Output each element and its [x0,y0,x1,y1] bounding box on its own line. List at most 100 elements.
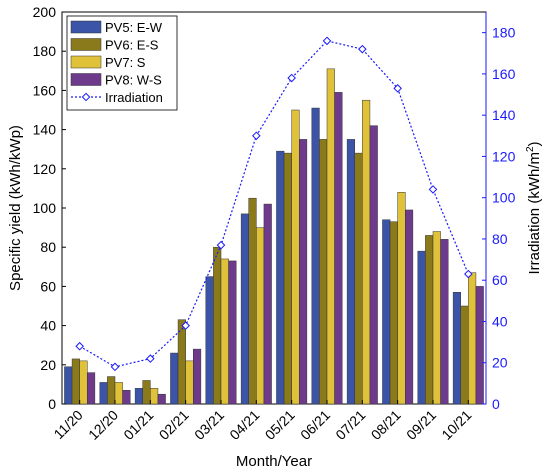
bar-pv5-e-w-01-21 [134,388,143,405]
bar-pv6-e-s-05-21 [283,152,292,405]
y-tick-label: 80 [40,239,56,255]
bars-layer [64,68,484,405]
y2-tick-label: 40 [492,313,508,329]
legend-label-pv8-w-s: PV8: W-S [105,73,162,88]
bar-pv5-e-w-10-21 [452,292,461,405]
irradiation-marker-04-21 [252,131,261,141]
bar-pv7-s-12-20 [114,382,123,405]
legend-items: PV5: E-W PV6: E-S PV7: S PV8: W-S Irradiatio… [70,20,163,105]
bar-pv8-w-s-10-21 [475,286,484,405]
legend-swatch-pv5-e-w [70,20,102,34]
y-tick-label: 180 [33,43,57,59]
bar-pv7-s-09-21 [432,231,441,405]
bar-pv5-e-w-12-20 [99,382,108,405]
bar-pv6-e-s-09-21 [425,235,434,405]
bar-pv6-e-s-03-21 [213,246,222,405]
y-tick-label: 0 [48,396,56,412]
y2-axis-title-sup: 2 [525,146,536,152]
y2-tick-label: 20 [492,355,508,371]
bar-pv7-s-11-20 [79,360,88,405]
bar-pv7-s-08-21 [397,192,406,405]
bar-pv8-w-s-03-21 [228,260,237,405]
y-tick-label: 200 [33,4,57,20]
y-axis-title: Specific yield (kWh/kWp) [7,125,24,291]
y-tick-label: 140 [33,122,57,138]
y-tick-label: 160 [33,82,57,98]
legend-swatch-pv8-w-s [70,73,102,86]
x-axis-ticks: 11/20 12/20 01/21 02/21 03/21 04/21 05/21 06/21… [50,400,475,443]
x-tick-label: 03/21 [191,407,227,443]
irradiation-marker-12-20 [110,362,120,372]
bar-pv5-e-w-05-21 [276,150,285,405]
bar-pv6-e-s-08-21 [389,221,398,405]
y2-tick-label: 120 [492,148,516,164]
y-tick-label: 100 [33,200,57,216]
bar-pv5-e-w-08-21 [382,219,391,405]
bar-pv6-e-s-04-21 [248,197,257,405]
y-tick-label: 20 [40,357,56,373]
y2-axis-title-end: ) [526,141,543,146]
bar-pv8-w-s-01-21 [157,393,166,405]
bar-pv7-s-02-21 [185,360,194,405]
y-tick-label: 40 [40,318,56,334]
bar-pv6-e-s-07-21 [354,152,363,405]
bar-pv7-s-10-21 [468,272,477,405]
irradiation-marker-02-21 [181,321,190,330]
y2-tick-label: 60 [492,272,508,288]
y2-tick-label: 80 [492,231,508,247]
bar-pv8-w-s-04-21 [263,203,272,405]
bar-pv6-e-s-01-21 [142,380,151,405]
y2-axis-title-main: Irradiation (kWh/m [526,152,543,275]
left-axis-ticks: 0 20 40 60 80 100 120 140 160 180 200 [33,4,66,412]
bar-pv6-e-s-12-20 [107,376,116,405]
y2-tick-label: 140 [492,107,516,123]
x-tick-label: 04/21 [226,407,262,443]
irradiation-marker-06-21 [322,36,332,46]
x-tick-label: 07/21 [332,407,368,443]
x-tick-label: 01/21 [120,407,156,443]
bar-pv8-w-s-09-21 [440,239,449,405]
y-tick-label: 120 [33,161,57,177]
bar-pv6-e-s-11-20 [71,358,80,405]
bar-pv8-w-s-12-20 [122,390,131,405]
legend-label-pv5-e-w: PV5: E-W [105,20,163,35]
bar-pv6-e-s-06-21 [319,139,328,405]
bar-pv8-w-s-06-21 [334,92,343,405]
bar-pv7-s-07-21 [362,99,371,405]
irradiation-line-layer [75,36,473,372]
x-tick-label: 02/21 [156,407,192,443]
x-tick-label: 10/21 [438,407,474,443]
bar-pv7-s-05-21 [291,109,300,405]
x-tick-label: 09/21 [403,407,439,443]
y2-tick-label: 0 [492,396,500,412]
irradiation-marker-03-21 [216,240,226,250]
legend-label-pv6-e-s: PV6: E-S [105,38,159,53]
bar-pv5-e-w-09-21 [417,250,426,405]
bar-pv7-s-03-21 [220,258,229,405]
legend-swatch-pv6-e-s [70,38,102,51]
bar-pv5-e-w-02-21 [170,352,179,405]
y-tick-label: 60 [40,278,56,294]
irradiation-marker-08-21 [393,84,402,93]
legend: PV5: E-W PV6: E-S PV7: S PV8: W-S Irradiatio… [66,15,178,111]
legend-label-pv7-s: PV7: S [105,55,146,70]
bar-pv7-s-01-21 [150,388,159,405]
bar-pv5-e-w-06-21 [311,107,320,405]
bar-pv8-w-s-11-20 [87,372,96,405]
x-tick-label: 06/21 [297,407,333,443]
y2-tick-label: 180 [492,25,516,41]
bar-pv5-e-w-04-21 [240,213,249,405]
bar-pv5-e-w-07-21 [346,139,355,405]
bar-pv8-w-s-05-21 [299,139,308,405]
y2-axis-title: Irradiation (kWh/m2) [525,141,543,274]
bar-pv6-e-s-10-21 [460,305,469,405]
right-axis-ticks: 0 20 40 60 80 100 120 140 160 180 [482,12,516,412]
y2-tick-label: 160 [492,66,516,82]
legend-label-irradiation: Irradiation [105,90,163,105]
bar-pv8-w-s-08-21 [405,209,414,405]
bar-pv8-w-s-02-21 [193,348,202,405]
bar-pv7-s-04-21 [256,227,265,405]
x-tick-label: 08/21 [368,407,404,443]
bar-pv5-e-w-11-20 [64,366,73,405]
irradiation-marker-10-21 [464,269,473,279]
